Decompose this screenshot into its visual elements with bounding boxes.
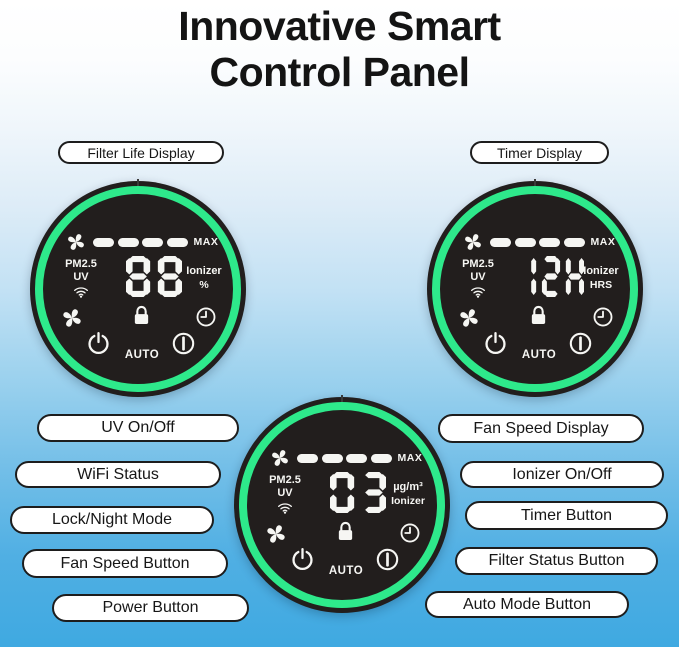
pm25-label: PM2.5 (269, 474, 301, 486)
panel-notch (137, 179, 139, 186)
pm25-label: PM2.5 (65, 258, 97, 270)
fan-speed-button-icon (458, 307, 480, 329)
timer-clock-icon (592, 306, 614, 328)
panel-air-quality: MAX PM2.5 UV µg/m³ Ionizer AUTO (234, 395, 450, 613)
max-label: MAX (193, 236, 219, 248)
wifi-icon (277, 502, 293, 514)
unit-labels: Ionizer HRS (577, 265, 625, 291)
power-icon (86, 331, 111, 356)
unit-bottom: % (199, 279, 209, 291)
panel-timer: MAX PM2.5 UV Ionizer HRS AUTO (427, 179, 643, 397)
fan-speed-button-icon (265, 523, 287, 545)
title-line-2: Control Panel (209, 48, 470, 95)
callout-ionizer-on-off: Ionizer On/Off (460, 461, 664, 488)
fan-speed-bar (490, 237, 585, 247)
callout-fan-speed-button: Fan Speed Button (22, 549, 228, 578)
lock-icon (336, 520, 355, 543)
fan-icon (270, 448, 290, 468)
title-line-1: Innovative Smart (178, 3, 501, 49)
pm25-label: PM2.5 (462, 258, 494, 270)
unit-labels: µg/m³ Ionizer (384, 481, 432, 507)
fan-speed-row: MAX (270, 447, 422, 469)
filter-reset-icon (375, 547, 400, 572)
callout-timer-button: Timer Button (465, 501, 668, 530)
fan-icon (66, 232, 86, 252)
unit-top: Ionizer (186, 265, 222, 277)
lock-icon (132, 304, 151, 327)
panel-notch (341, 395, 343, 402)
wifi-icon (73, 286, 89, 298)
uv-label: UV (277, 487, 293, 499)
uv-label: UV (470, 271, 486, 283)
fan-speed-button-icon (61, 307, 83, 329)
unit-bottom: HRS (589, 279, 613, 291)
wifi-icon (470, 286, 486, 298)
callout-uv-on-off: UV On/Off (37, 414, 239, 442)
callout-auto-mode-button: Auto Mode Button (425, 591, 629, 618)
fan-speed-row: MAX (66, 231, 218, 253)
panel-notch (534, 179, 536, 186)
power-icon (290, 547, 315, 572)
seven-segment-display (518, 256, 584, 297)
seven-segment-display (126, 256, 182, 297)
unit-top: µg/m³ (393, 481, 423, 493)
page-title: Innovative Smart Control Panel (0, 3, 679, 96)
power-icon (483, 331, 508, 356)
panel-filter-life: MAX PM2.5 UV Ionizer % AUTO (30, 179, 246, 397)
fan-speed-bar (297, 453, 392, 463)
unit-labels: Ionizer % (180, 265, 228, 291)
auto-mode-label: AUTO (124, 349, 160, 361)
sensor-labels: PM2.5 UV (52, 258, 110, 303)
filter-reset-icon (568, 331, 593, 356)
unit-bottom: Ionizer (391, 495, 425, 507)
callout-wifi-status: WiFi Status (15, 461, 221, 488)
callout-filter-status-button: Filter Status Button (455, 547, 658, 575)
auto-mode-label: AUTO (521, 349, 557, 361)
lock-icon (529, 304, 548, 327)
max-label: MAX (397, 452, 423, 464)
unit-top: Ionizer (583, 265, 619, 277)
auto-mode-label: AUTO (328, 565, 364, 577)
seven-segment-display (330, 472, 386, 513)
callout-fan-speed-display: Fan Speed Display (438, 414, 644, 443)
fan-icon (463, 232, 483, 252)
sensor-labels: PM2.5 UV (256, 474, 314, 519)
callout-lock-night-mode: Lock/Night Mode (10, 506, 214, 534)
max-label: MAX (590, 236, 616, 248)
fan-speed-bar (93, 237, 188, 247)
callout-filter-life-display: Filter Life Display (58, 141, 224, 164)
fan-speed-row: MAX (463, 231, 615, 253)
callout-timer-display: Timer Display (470, 141, 609, 164)
timer-clock-icon (399, 522, 421, 544)
uv-label: UV (73, 271, 89, 283)
callout-power-button: Power Button (52, 594, 249, 622)
timer-clock-icon (195, 306, 217, 328)
filter-reset-icon (171, 331, 196, 356)
sensor-labels: PM2.5 UV (449, 258, 507, 303)
